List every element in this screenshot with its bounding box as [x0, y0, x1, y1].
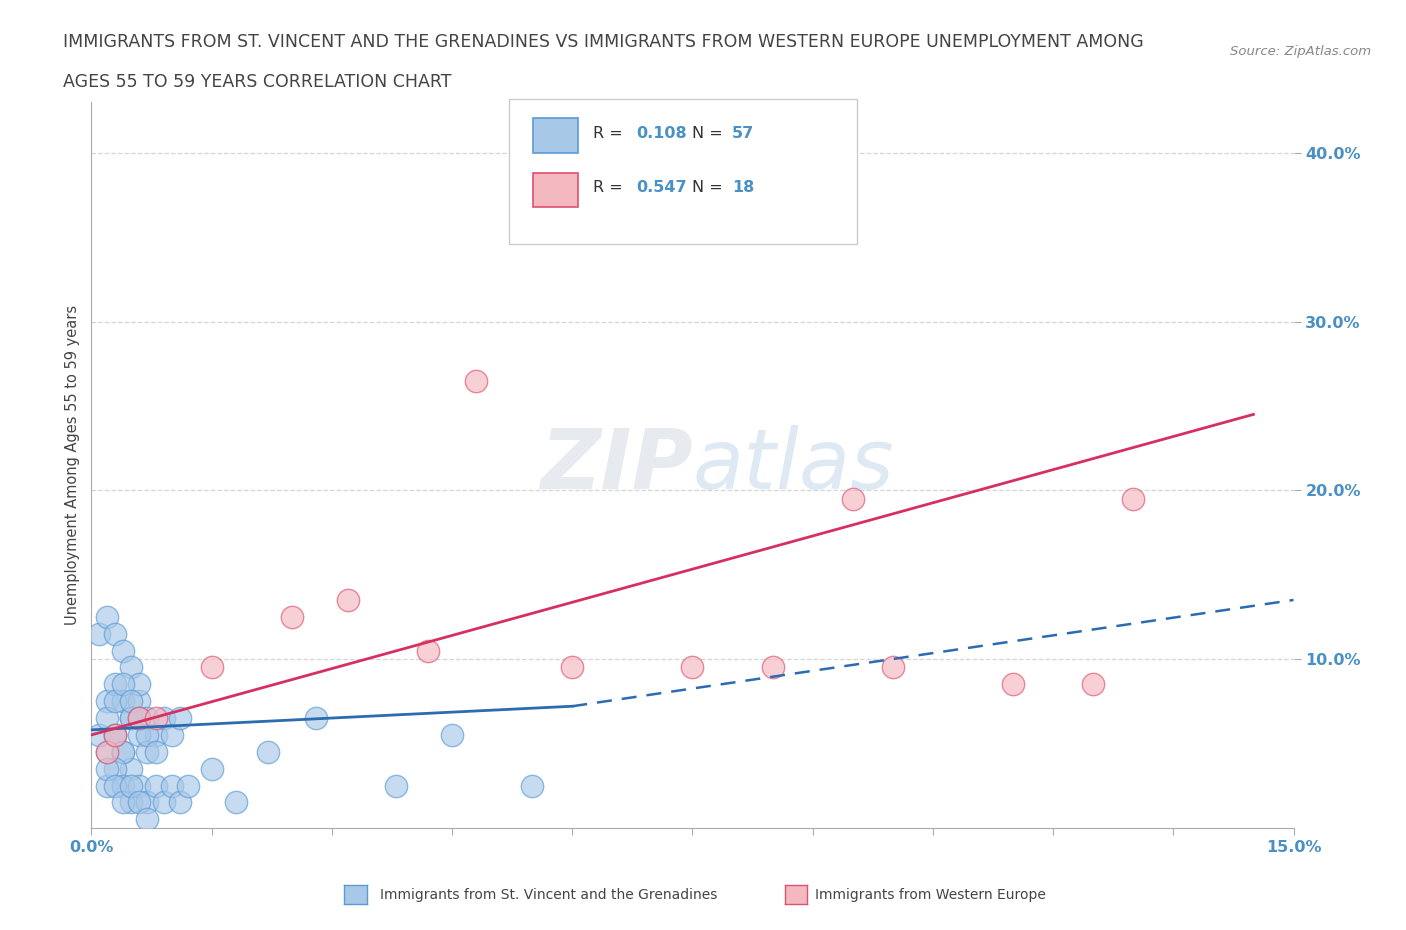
FancyBboxPatch shape	[509, 99, 858, 244]
Point	[152, 795, 174, 810]
Point	[522, 778, 544, 793]
Point	[201, 762, 224, 777]
Point	[128, 694, 150, 709]
Point	[145, 744, 167, 759]
Point	[1122, 491, 1144, 506]
Point	[136, 727, 159, 742]
Point	[112, 694, 135, 709]
Point	[416, 644, 439, 658]
Point	[121, 778, 143, 793]
Point	[145, 727, 167, 742]
Bar	[533, 173, 578, 207]
Point	[561, 660, 583, 675]
Point	[104, 694, 127, 709]
Point	[121, 711, 143, 725]
Point	[201, 660, 224, 675]
Point	[104, 727, 127, 742]
Point	[128, 778, 150, 793]
Point	[152, 711, 174, 725]
Bar	[533, 118, 578, 153]
Point	[882, 660, 904, 675]
Point	[128, 711, 150, 725]
Text: 18: 18	[733, 179, 755, 194]
Point	[121, 694, 143, 709]
Text: AGES 55 TO 59 YEARS CORRELATION CHART: AGES 55 TO 59 YEARS CORRELATION CHART	[63, 73, 451, 90]
Point	[128, 795, 150, 810]
Text: R =: R =	[593, 179, 627, 194]
Point	[121, 711, 143, 725]
Point	[104, 778, 127, 793]
Point	[104, 677, 127, 692]
Point	[89, 727, 111, 742]
Point	[841, 491, 863, 506]
Point	[160, 727, 183, 742]
Point	[96, 744, 118, 759]
Point	[121, 660, 143, 675]
Point	[762, 660, 785, 675]
Point	[160, 778, 183, 793]
Point	[169, 711, 191, 725]
Point	[145, 778, 167, 793]
Text: 0.108: 0.108	[636, 126, 686, 141]
Point	[136, 744, 159, 759]
Point	[657, 188, 679, 203]
Point	[112, 795, 135, 810]
Point	[1083, 677, 1105, 692]
Point	[121, 762, 143, 777]
Y-axis label: Unemployment Among Ages 55 to 59 years: Unemployment Among Ages 55 to 59 years	[65, 305, 80, 625]
Point	[1001, 677, 1024, 692]
Point	[128, 711, 150, 725]
Point	[336, 592, 359, 607]
Point	[121, 795, 143, 810]
Point	[96, 778, 118, 793]
Point	[112, 677, 135, 692]
Point	[112, 778, 135, 793]
Text: 0.547: 0.547	[636, 179, 686, 194]
Text: Immigrants from Western Europe: Immigrants from Western Europe	[815, 887, 1046, 902]
Text: IMMIGRANTS FROM ST. VINCENT AND THE GRENADINES VS IMMIGRANTS FROM WESTERN EUROPE: IMMIGRANTS FROM ST. VINCENT AND THE GREN…	[63, 33, 1144, 50]
Point	[256, 744, 278, 759]
Point	[112, 744, 135, 759]
Point	[112, 744, 135, 759]
Point	[136, 795, 159, 810]
Point	[96, 762, 118, 777]
Point	[281, 609, 304, 624]
Point	[128, 677, 150, 692]
Point	[104, 727, 127, 742]
Text: Source: ZipAtlas.com: Source: ZipAtlas.com	[1230, 45, 1371, 58]
Point	[96, 711, 118, 725]
Point	[681, 660, 703, 675]
Point	[112, 644, 135, 658]
Point	[440, 727, 463, 742]
Point	[89, 626, 111, 641]
Text: 57: 57	[733, 126, 755, 141]
Text: R =: R =	[593, 126, 627, 141]
Point	[225, 795, 247, 810]
Point	[176, 778, 198, 793]
Point	[305, 711, 328, 725]
Point	[385, 778, 408, 793]
Point	[145, 711, 167, 725]
Point	[136, 711, 159, 725]
Point	[104, 626, 127, 641]
Point	[96, 744, 118, 759]
Point	[96, 694, 118, 709]
Text: atlas: atlas	[692, 424, 894, 506]
Text: Immigrants from St. Vincent and the Grenadines: Immigrants from St. Vincent and the Gren…	[380, 887, 717, 902]
Text: N =: N =	[692, 126, 728, 141]
Point	[104, 727, 127, 742]
Point	[96, 609, 118, 624]
Point	[136, 812, 159, 827]
Point	[465, 373, 488, 388]
Point	[128, 727, 150, 742]
Point	[104, 762, 127, 777]
Point	[169, 795, 191, 810]
Text: ZIP: ZIP	[540, 424, 692, 506]
Text: N =: N =	[692, 179, 728, 194]
